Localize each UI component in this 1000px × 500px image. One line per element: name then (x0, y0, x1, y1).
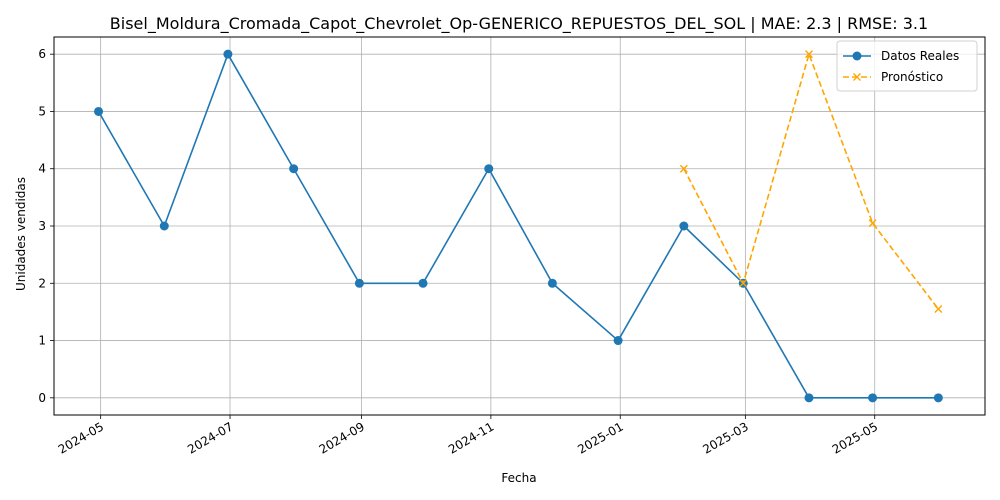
y-tick-label: 4 (38, 162, 46, 176)
series-line-0 (97, 53, 939, 399)
legend-label-real: Datos Reales (881, 49, 959, 63)
data-point (354, 278, 364, 288)
data-point (418, 278, 428, 288)
series-layer (94, 49, 943, 403)
data-point (223, 49, 233, 59)
y-tick-label: 2 (38, 276, 46, 290)
forecast-point (934, 305, 943, 314)
x-tick-label: 2024-07 (185, 419, 235, 456)
y-tick-label: 1 (38, 334, 46, 348)
x-tick-label: 2025-01 (575, 419, 625, 456)
legend-label-forecast: Pronóstico (881, 70, 943, 84)
legend: Datos Reales Pronóstico (836, 40, 978, 92)
x-tick-label: 2024-11 (446, 419, 496, 456)
y-tick-label: 5 (38, 104, 46, 118)
grid (54, 37, 985, 415)
legend-marker-forecast (853, 73, 861, 81)
data-point (868, 393, 878, 403)
data-point (613, 336, 623, 346)
data-point (679, 221, 689, 231)
y-tick-label: 6 (38, 47, 46, 61)
forecast-point (679, 164, 688, 173)
x-tick-label: 2025-05 (830, 419, 880, 456)
series-line-1 (683, 53, 939, 310)
data-point (159, 221, 169, 231)
y-axis-label: Unidades vendidas (14, 177, 28, 291)
data-point (804, 393, 814, 403)
legend-box (836, 40, 978, 92)
legend-marker-real (852, 51, 862, 61)
data-point (484, 164, 494, 174)
y-tick-label: 0 (38, 391, 46, 405)
x-tick-label: 2024-05 (56, 419, 106, 456)
chart-title: Bisel_Moldura_Cromada_Capot_Chevrolet_Op… (110, 14, 928, 34)
data-point (933, 393, 943, 403)
data-point (547, 278, 557, 288)
y-tick-label: 3 (38, 219, 46, 233)
x-axis-label: Fecha (501, 471, 536, 485)
axis-ticks: 0 1 2 3 4 5 6 2024-05 2024-07 2024-09 2024-11 2025-… (38, 47, 880, 456)
x-tick-label: 2024-09 (317, 419, 367, 456)
data-point (94, 106, 104, 116)
x-tick-label: 2025-03 (700, 419, 750, 456)
forecast-point (804, 50, 813, 59)
data-point (289, 164, 299, 174)
forecast-point (868, 219, 877, 228)
forecast-point (739, 279, 748, 288)
